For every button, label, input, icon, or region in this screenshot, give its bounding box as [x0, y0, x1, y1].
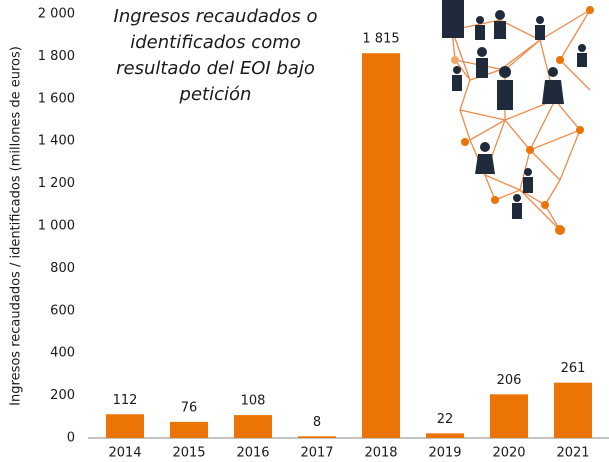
data-label: 206 [497, 373, 522, 388]
data-label: 108 [241, 394, 266, 409]
y-tick-label: 2 000 [38, 7, 75, 22]
x-tick-label: 2018 [364, 446, 397, 461]
x-tick-label: 2014 [108, 446, 141, 461]
bar [170, 421, 208, 438]
data-label: 76 [181, 400, 198, 415]
x-tick-label: 2015 [172, 446, 205, 461]
people-icons [442, 0, 587, 219]
x-tick-label: 2020 [492, 446, 525, 461]
y-tick-label: 400 [50, 346, 75, 361]
bar [106, 414, 144, 438]
network-illustration [451, 9, 591, 231]
y-tick-label: 1 600 [38, 91, 75, 106]
bar [234, 415, 272, 438]
chart-title: Ingresos recaudados o identificados como… [113, 6, 318, 105]
y-tick-label: 1 000 [38, 219, 75, 234]
y-tick-label: 1 400 [38, 134, 75, 149]
bar [362, 53, 400, 438]
bar [490, 394, 528, 438]
y-tick-label: 600 [50, 303, 75, 318]
bar [298, 436, 336, 438]
data-label: 8 [313, 415, 321, 430]
y-axis-label: Ingresos recaudados / identificados (mil… [9, 46, 24, 406]
x-tick-label: 2017 [300, 446, 333, 461]
data-label: 112 [113, 393, 138, 408]
x-tick-label: 2019 [428, 446, 461, 461]
data-label: 22 [437, 412, 454, 427]
y-tick-label: 800 [50, 261, 75, 276]
y-tick-label: 200 [50, 388, 75, 403]
bar [426, 433, 464, 438]
y-tick-label: 1 800 [38, 49, 75, 64]
data-label: 1 815 [362, 32, 399, 47]
y-tick-label: 0 [67, 431, 75, 446]
y-tick-label: 1 200 [38, 176, 75, 191]
data-label: 261 [561, 361, 586, 376]
x-tick-label: 2016 [236, 446, 269, 461]
bar [554, 382, 592, 438]
x-tick-label: 2021 [556, 446, 589, 461]
